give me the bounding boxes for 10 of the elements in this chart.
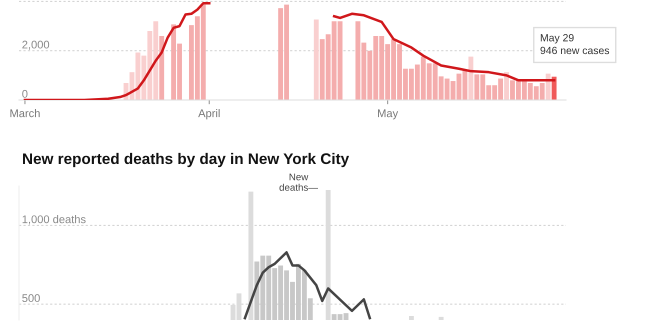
y-tick-label: 1,000 deaths: [22, 215, 86, 225]
x-tick-label: March: [10, 109, 40, 118]
y-tick-label: 500: [22, 294, 40, 302]
x-tick-label: May: [378, 109, 398, 120]
x-tick-label: April: [198, 109, 220, 120]
annotation: May 29 946 new cases: [540, 34, 610, 54]
y-tick-label: 0: [22, 90, 28, 98]
chart-title: New reported deaths by day in New York City: [23, 152, 350, 168]
annotation: New deaths—: [280, 174, 318, 191]
y-tick-label: 2,000: [22, 40, 50, 50]
